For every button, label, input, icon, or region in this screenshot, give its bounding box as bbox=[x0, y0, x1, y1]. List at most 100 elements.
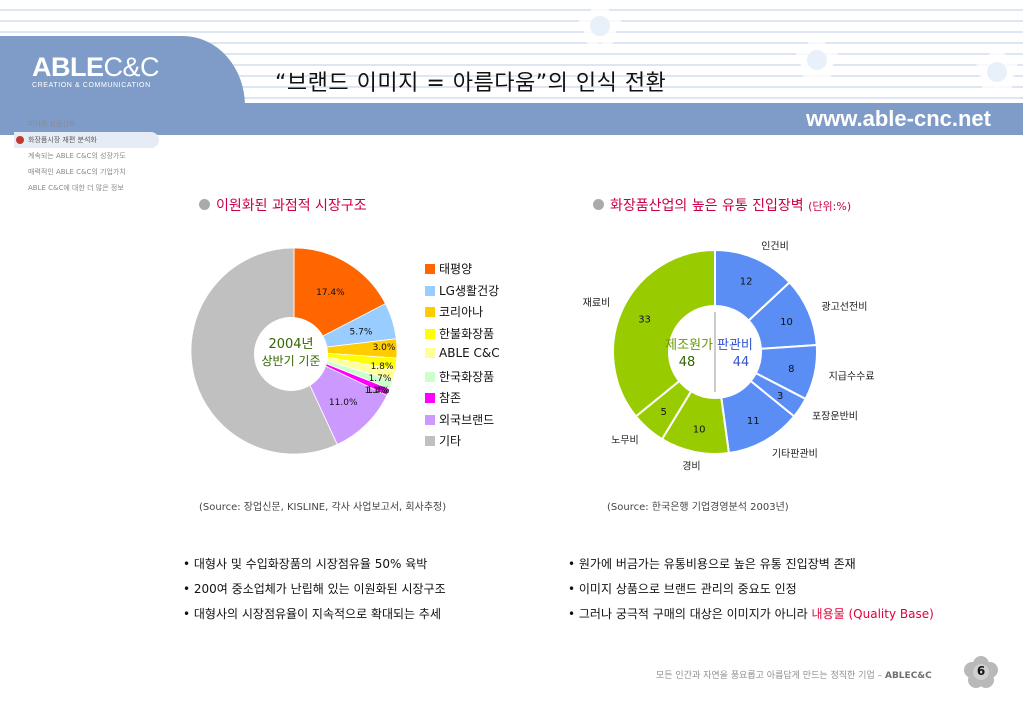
bullet-item: • 이미지 상품으로 브랜드 관리의 중요도 인정 bbox=[568, 582, 797, 596]
flower-decoration bbox=[578, 4, 622, 48]
legend-entry: 한국화장품 bbox=[425, 368, 500, 390]
donut-value-label: 5 bbox=[661, 407, 667, 418]
donut-category-label: 기타판관비 bbox=[772, 448, 818, 460]
bullet-item: • 대형사의 시장점유율이 지속적으로 확대되는 추세 bbox=[183, 607, 441, 621]
legend-entry: 참존 bbox=[425, 389, 500, 411]
donut-category-label: 경비 bbox=[682, 460, 700, 473]
site-url[interactable]: www.able-cnc.net bbox=[805, 106, 991, 131]
legend-entry: 외국브랜드 bbox=[425, 411, 500, 433]
company-logo[interactable]: ABLEC&C CREATION & COMMUNICATION bbox=[32, 52, 160, 89]
legend-swatch bbox=[425, 285, 435, 296]
donut-value-label: 33 bbox=[638, 315, 651, 326]
left-bullet-list: • 대형사 및 수입화장품의 시장점유율 50% 육박 • 200여 중소업체가… bbox=[183, 556, 508, 631]
pie-data-label: 1.1% bbox=[365, 386, 388, 396]
legend-swatch bbox=[425, 328, 435, 339]
right-source-note: (Source: 한국은행 기업경영분석 2003년) bbox=[607, 502, 789, 513]
legend-entry: ABLE C&C bbox=[425, 346, 500, 368]
pie-slice bbox=[293, 247, 387, 352]
donut-category-label: 인건비 bbox=[761, 241, 789, 253]
nav-item-more-info[interactable]: ABLE C&C에 대한 더 많은 정보 bbox=[14, 180, 159, 196]
donut-group-value: 44 bbox=[733, 355, 750, 370]
legend-swatch bbox=[425, 371, 435, 382]
legend-label: 태평양 bbox=[439, 262, 473, 276]
nav-item-label: ABLE C&C에 대한 더 많은 정보 bbox=[28, 184, 124, 192]
nav-item-label: 매력적인 ABLE C&C의 기업가치 bbox=[28, 168, 126, 176]
donut-value-label: 11 bbox=[747, 416, 760, 427]
donut-category-label: 재료비 bbox=[583, 297, 611, 309]
side-nav: 미샤의 성공신화 화장품시장 재편 분석화 계속되는 ABLE C&C의 성장가… bbox=[14, 116, 159, 196]
logo-panel bbox=[0, 36, 245, 106]
legend-entry: 코리아나 bbox=[425, 303, 500, 325]
donut-group-label: 제조원가 bbox=[665, 338, 713, 353]
legend-entry: 한불화장품 bbox=[425, 325, 500, 347]
flower-decoration bbox=[975, 50, 1019, 94]
logo-subtitle: CREATION & COMMUNICATION bbox=[32, 82, 151, 89]
legend-swatch bbox=[425, 348, 435, 358]
legend-entry: 기타 bbox=[425, 432, 500, 454]
pie-data-label: 3.0% bbox=[373, 343, 396, 353]
bullet-item: • 그러나 궁극적 구매의 대상은 이미지가 아니라 내용물 (Quality … bbox=[568, 606, 953, 622]
donut-value-label: 8 bbox=[788, 364, 794, 375]
header-strip bbox=[0, 103, 1023, 135]
nav-item-growth[interactable]: 계속되는 ABLE C&C의 성장가도 bbox=[14, 148, 159, 164]
legend-swatch bbox=[425, 264, 435, 274]
bullet-dot-icon bbox=[593, 199, 604, 210]
right-bullet-list: • 원가에 버금가는 유통비용으로 높은 유통 진입장벽 존재 • 이미지 상품… bbox=[568, 556, 953, 631]
legend-label: 코리아나 bbox=[439, 305, 484, 319]
bullet-item: • 대형사 및 수입화장품의 시장점유율 50% 육박 bbox=[183, 557, 428, 571]
pie-data-label: 1.7% bbox=[369, 374, 392, 384]
nav-item-label: 미샤의 성공신화 bbox=[28, 120, 76, 128]
highlight-text: 내용물 (Quality Base) bbox=[811, 607, 934, 621]
nav-item-label: 화장품시장 재편 분석화 bbox=[28, 136, 97, 144]
active-flower-icon bbox=[16, 136, 24, 144]
donut-value-label: 10 bbox=[780, 317, 793, 328]
donut-category-label: 노무비 bbox=[611, 434, 639, 446]
legend-swatch bbox=[425, 414, 435, 425]
nav-item-corporate-value[interactable]: 매력적인 ABLE C&C의 기업가치 bbox=[14, 164, 159, 180]
nav-item-label: 계속되는 ABLE C&C의 성장가도 bbox=[28, 152, 126, 160]
heading-text: 화장품산업의 높은 유통 진입장벽 bbox=[610, 198, 804, 214]
pie-center-label: 상반기 기준 bbox=[261, 354, 320, 368]
page-title: “브랜드 이미지 = 아름다움”의 인식 전환 bbox=[275, 71, 667, 96]
heading-text: 이원화된 과점적 시장구조 bbox=[216, 198, 367, 214]
bullet-item: • 원가에 버금가는 유통비용으로 높은 유통 진입장벽 존재 bbox=[568, 557, 856, 571]
distribution-barrier-heading: 화장품산업의 높은 유통 진입장벽 (단위:%) bbox=[593, 197, 953, 216]
page-number-badge: 6 bbox=[964, 656, 998, 688]
legend-swatch bbox=[425, 393, 435, 403]
pie-data-label: 17.4% bbox=[316, 288, 345, 298]
tagline-text: 모든 인간과 자연을 풍요롭고 아름답게 만드는 정직한 기업 – bbox=[656, 671, 885, 681]
cost-structure-donut-chart: 12 인건비 10 광고선전비 8 지급수수료 3 포장운반비 11 기타판관비 10 경비 5 노무비 3… bbox=[583, 241, 875, 473]
donut-category-label: 광고선전비 bbox=[821, 301, 867, 313]
pie-data-label: 5.7% bbox=[350, 327, 373, 337]
legend-entry: 태평양 bbox=[425, 260, 500, 282]
logo-text: ABLE bbox=[32, 52, 104, 82]
left-source-note: (Source: 장업신문, KISLINE, 각사 사업보고서, 회사추정) bbox=[199, 502, 447, 513]
legend-label: ABLE C&C bbox=[439, 346, 500, 360]
donut-value-label: 3 bbox=[777, 391, 783, 402]
legend-label: LG생활건강 bbox=[439, 283, 500, 298]
market-structure-heading: 이원화된 과점적 시장구조 bbox=[199, 197, 404, 215]
legend-label: 외국브랜드 bbox=[439, 412, 495, 427]
bullet-dot-icon bbox=[199, 199, 210, 210]
tagline-brand: ABLEC&C bbox=[884, 671, 932, 681]
donut-value-label: 12 bbox=[740, 276, 753, 287]
donut-group-label: 판관비 bbox=[717, 338, 753, 353]
nav-item-market-analysis[interactable]: 화장품시장 재편 분석화 bbox=[14, 132, 159, 148]
nav-item-misha-success[interactable]: 미샤의 성공신화 bbox=[14, 116, 159, 132]
pie-data-label: 1.4% bbox=[367, 386, 390, 396]
legend-swatch bbox=[425, 307, 435, 317]
page-number: 6 bbox=[976, 664, 986, 678]
bullet-item: • 200여 중소업체가 난립해 있는 이원화된 시장구조 bbox=[183, 582, 446, 596]
donut-group-value: 48 bbox=[679, 355, 696, 370]
pie-center-label: 2004년 bbox=[268, 337, 313, 352]
donut-category-label: 지급수수료 bbox=[829, 371, 875, 383]
footer-tagline: 모든 인간과 자연을 풍요롭고 아름답게 만드는 정직한 기업 – ABLEC&… bbox=[656, 668, 932, 681]
bullet-text: • 그러나 궁극적 구매의 대상은 이미지가 아니라 bbox=[568, 607, 812, 621]
donut-slice bbox=[612, 248, 716, 418]
donut-value-label: 10 bbox=[693, 424, 706, 435]
flower-decoration bbox=[795, 38, 839, 82]
pie-data-label: 11.0% bbox=[329, 398, 358, 408]
unit-label: (단위:%) bbox=[808, 200, 852, 213]
